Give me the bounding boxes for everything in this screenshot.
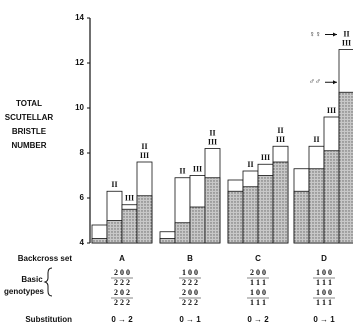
- row-label: genotypes: [4, 287, 45, 296]
- genotype-denominator: 1 1 1: [250, 298, 266, 307]
- bar-male: [189, 206, 206, 244]
- bar-label: II: [343, 29, 349, 38]
- y-tick-label: 4: [80, 238, 85, 247]
- group-label: B: [187, 254, 193, 263]
- group-label: D: [321, 254, 327, 263]
- genotype-denominator: 2 2 2: [182, 278, 198, 287]
- row-label: Backcross set: [18, 254, 73, 263]
- genotype-numerator: 2 0 0: [114, 268, 130, 277]
- bar-male: [91, 238, 108, 244]
- bar-male: [308, 168, 325, 244]
- bar-label: II: [209, 128, 215, 137]
- bar-label: III: [342, 38, 351, 47]
- bar-label: II: [313, 135, 319, 144]
- genotype-numerator: 2 0 0: [182, 288, 198, 297]
- bar-male: [121, 208, 138, 244]
- y-tick-label: 8: [80, 148, 85, 157]
- group-label: A: [119, 254, 125, 263]
- genotype-denominator: 2 2 2: [182, 298, 198, 307]
- substitution: 0 → 1: [179, 315, 201, 324]
- bar-male: [106, 220, 123, 244]
- genotype-numerator: 2 0 2: [114, 288, 130, 297]
- genotype-numerator: 1 0 0: [316, 268, 332, 277]
- legend-arrowhead: [333, 80, 337, 85]
- y-axis-label: SCUTELLAR: [5, 113, 54, 122]
- bar-label: II: [111, 180, 117, 189]
- y-tick-label: 6: [80, 193, 85, 202]
- bar-label: III: [261, 153, 270, 162]
- brace: [43, 267, 53, 297]
- row-label: Substitution: [25, 315, 72, 324]
- genotype-numerator: 1 0 0: [250, 288, 266, 297]
- y-axis-label: BRISTLE: [12, 127, 47, 136]
- row-label: Basic: [21, 275, 43, 284]
- bar-label: III: [125, 194, 134, 203]
- bar-male: [136, 195, 153, 244]
- substitution: 0 → 2: [111, 315, 133, 324]
- bar-male: [293, 190, 310, 244]
- legend-arrowhead: [333, 32, 337, 37]
- y-tick-label: 10: [75, 103, 84, 112]
- bar-male: [323, 150, 340, 244]
- bar-male: [174, 222, 191, 244]
- y-tick-label: 14: [75, 13, 84, 22]
- genotype-denominator: 1 1 1: [316, 278, 332, 287]
- bar-male: [272, 161, 289, 244]
- bar-male: [227, 190, 244, 244]
- genotype-denominator: 1 1 1: [250, 278, 266, 287]
- legend-label: ♂♂: [309, 77, 321, 86]
- bar-label: III: [140, 151, 149, 160]
- legend-label: ♀♀: [309, 29, 321, 38]
- genotype-numerator: 1 0 0: [316, 288, 332, 297]
- genotype-numerator: 2 0 0: [250, 268, 266, 277]
- bar-male: [159, 238, 176, 244]
- y-axis-label: TOTAL: [16, 99, 42, 108]
- bar-label: III: [276, 135, 285, 144]
- bar-label: III: [193, 164, 202, 173]
- genotype-denominator: 1 1 1: [316, 298, 332, 307]
- substitution: 0 → 2: [247, 315, 269, 324]
- bar-male: [257, 175, 274, 244]
- y-tick-label: 12: [75, 58, 84, 67]
- substitution: 0 → 1: [313, 315, 335, 324]
- bar-label: III: [208, 137, 217, 146]
- bar-label: II: [141, 142, 147, 151]
- genotype-denominator: 2 2 2: [114, 298, 130, 307]
- bar-label: III: [327, 106, 336, 115]
- bar-label: II: [179, 167, 185, 176]
- genotype-denominator: 2 2 2: [114, 278, 130, 287]
- bar-label: II: [277, 126, 283, 135]
- y-axis-label: NUMBER: [11, 141, 46, 150]
- bar-male: [338, 91, 353, 244]
- bar-male: [204, 177, 221, 244]
- bar-label: II: [247, 160, 253, 169]
- group-label: C: [255, 254, 261, 263]
- genotype-numerator: 1 0 0: [182, 268, 198, 277]
- bar-male: [242, 186, 259, 244]
